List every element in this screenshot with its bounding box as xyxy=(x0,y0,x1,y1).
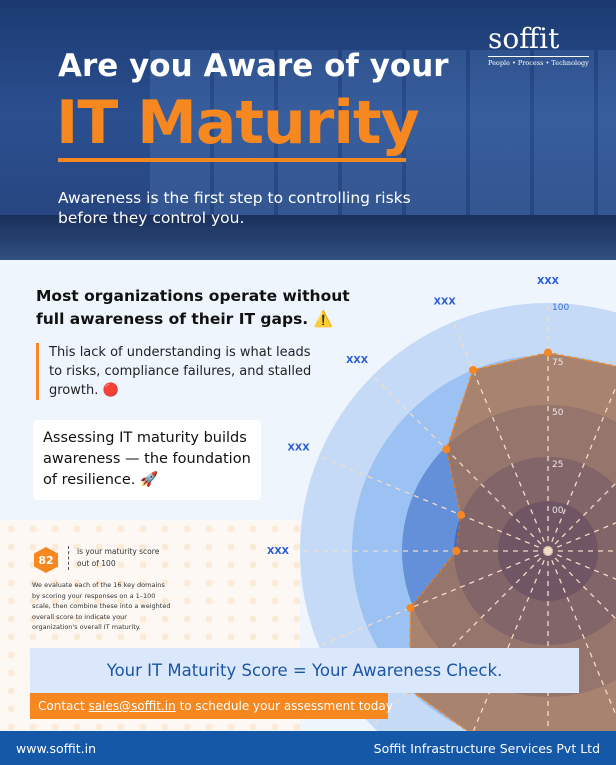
axis-line xyxy=(318,455,549,552)
axis-line xyxy=(547,385,616,552)
logo-text: soffit xyxy=(488,22,560,55)
data-point xyxy=(406,603,415,612)
soffit-logo: soffit People • Process • Technology xyxy=(488,22,589,67)
company-name: Soffit Infrastructure Services Pvt Ltd xyxy=(373,740,600,756)
axis-line xyxy=(547,482,616,552)
axis-label: XXX xyxy=(346,355,369,366)
background-office xyxy=(0,215,616,260)
cta-suffix: to schedule your assessment today xyxy=(175,699,393,713)
resilience-card: Assessing IT maturity builds awareness —… xyxy=(33,420,261,500)
cta-prefix: Contact xyxy=(38,699,89,713)
hero-subtitle: Awareness is the first step to controlli… xyxy=(58,189,411,227)
ring-label: 75 xyxy=(552,358,563,368)
axis-line xyxy=(372,375,549,552)
axis-line xyxy=(547,550,616,620)
title-underline xyxy=(58,158,406,162)
score-caption: is your maturity score out of 100 xyxy=(68,546,168,570)
axis-line xyxy=(372,550,549,727)
hero-title-line1: Are you Aware of your xyxy=(58,48,449,84)
ring-label: 00 xyxy=(552,506,564,516)
axis-label: XXX xyxy=(267,546,290,557)
axis-line xyxy=(547,550,616,717)
ring-label: 25 xyxy=(552,460,563,470)
ring-label: 100 xyxy=(552,303,569,313)
axis-line xyxy=(547,550,616,580)
axis-line xyxy=(452,321,549,552)
footer: www.soffit.in Soffit Infrastructure Servi… xyxy=(0,731,616,765)
data-point xyxy=(469,365,478,374)
axis-label: XXX xyxy=(288,443,311,454)
axis-label: XXX xyxy=(434,297,457,308)
background-screens xyxy=(150,50,616,220)
email-link[interactable]: sales@soffit.in xyxy=(88,699,176,713)
score-description: We evaluate each of the 16 key domains b… xyxy=(32,581,171,631)
intro-heading: Most organizations operate without full … xyxy=(36,287,350,328)
intro-quote: This lack of understanding is what leads… xyxy=(36,343,326,400)
data-point xyxy=(456,510,465,519)
axis-line xyxy=(318,550,549,647)
maturity-polar-chart: 00 25 50 75 100 XXX XXX XXX XXX XXX xyxy=(267,276,616,732)
axis-label: XXX xyxy=(537,276,560,287)
awareness-banner: Your IT Maturity Score = Your Awareness … xyxy=(30,648,579,693)
inner-ring-shade xyxy=(402,405,616,697)
website-link[interactable]: www.soffit.in xyxy=(16,740,97,756)
axis-line xyxy=(547,522,616,552)
logo-tagline: People • Process • Technology xyxy=(488,56,589,67)
chart-center xyxy=(544,547,552,555)
hero-title-line2: IT Maturity xyxy=(56,88,420,158)
hero-banner: Are you Aware of your IT Maturity Awaren… xyxy=(0,0,616,260)
contact-cta: Contact sales@soffit.in to schedule your… xyxy=(30,693,393,719)
data-point xyxy=(442,445,451,454)
data-point xyxy=(544,348,552,357)
data-point xyxy=(452,547,461,555)
ring-label: 50 xyxy=(552,408,564,418)
